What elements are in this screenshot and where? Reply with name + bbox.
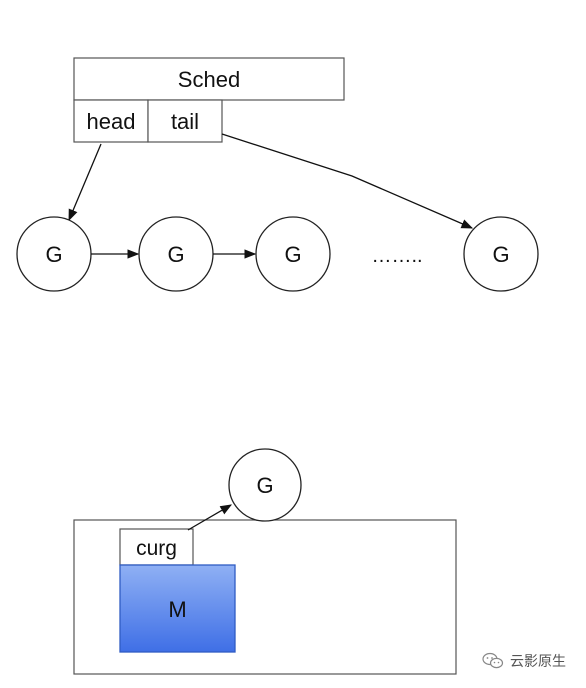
m-box bbox=[119, 564, 236, 653]
machine-section: curg M G bbox=[73, 448, 457, 675]
sched-title-box bbox=[73, 57, 345, 101]
tail-field-label: tail bbox=[171, 109, 199, 134]
head-field-label: head bbox=[87, 109, 136, 134]
curg-field-box bbox=[119, 528, 194, 566]
sched-title: Sched bbox=[178, 67, 240, 92]
watermark-text: 云影原生 bbox=[510, 653, 566, 669]
queue-ellipsis: …….. bbox=[371, 245, 422, 267]
queue-node-2-label: G bbox=[167, 242, 184, 267]
head-field-box bbox=[73, 99, 149, 143]
curg-pointer-arrow bbox=[187, 504, 233, 531]
m-label: M bbox=[168, 597, 186, 622]
queue-node-3-label: G bbox=[284, 242, 301, 267]
run-queue: G G G …….. G bbox=[16, 216, 539, 292]
queue-node-last bbox=[463, 216, 539, 292]
head-pointer-arrow bbox=[68, 143, 102, 222]
queue-node-last-label: G bbox=[492, 242, 509, 267]
queue-node-1-label: G bbox=[45, 242, 62, 267]
sched-struct: Sched head tail bbox=[73, 57, 345, 143]
tail-field-box bbox=[147, 99, 223, 143]
current-g-node bbox=[228, 448, 302, 522]
wechat-icon bbox=[482, 652, 504, 670]
watermark: 云影原生 bbox=[482, 648, 566, 674]
tail-pointer-arrow bbox=[221, 133, 474, 229]
current-g-label: G bbox=[256, 473, 273, 498]
curg-field-label: curg bbox=[136, 537, 177, 560]
